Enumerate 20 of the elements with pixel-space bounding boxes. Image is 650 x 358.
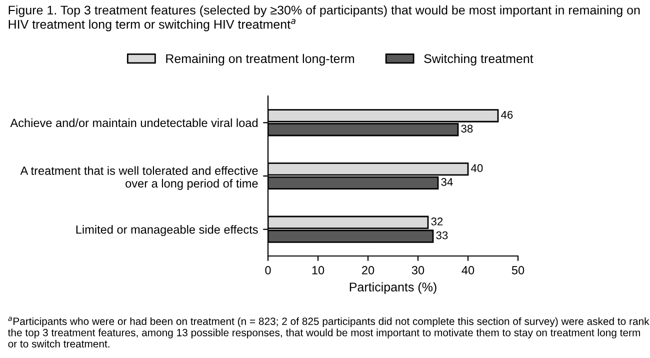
data-label: 38: [461, 124, 473, 133]
y-tick-label: A treatment that is well tolerated and effective over a long period of time: [20, 166, 258, 190]
legend-label: Switching treatment: [424, 54, 534, 66]
chart-title: Figure 1. Top 3 treatment features (selected by ≥30% of participants) that would be most important in remaining on HIV treatment long term or switching HIV treatment$^{a}$: [8, 5, 640, 32]
data-label: 40: [471, 164, 483, 172]
x-tick-label: 40: [462, 266, 474, 274]
x-tick-label: 20: [362, 266, 374, 274]
x-tick-label: 10: [312, 266, 324, 274]
data-label: 32: [431, 218, 443, 226]
y-tick-label: Limited or manageable side effects: [76, 225, 258, 236]
x-tick-label: 50: [512, 266, 524, 274]
data-label: 34: [441, 178, 453, 186]
text: $^{a}$Participants who were or had been on treatment (n = 823; 2 of 825 participants did not complete this section of survey) were asked to rank the top 3 treatment features, among 13 possible responses, that would be most important to motivate them to stay on treatment long term or to switch treatment.: [8, 316, 650, 348]
data-label: 33: [436, 231, 448, 240]
x-tick-label: 30: [412, 266, 424, 274]
x-tick-label: 0: [265, 266, 271, 274]
x-axis-title: Participants (%): [350, 282, 436, 294]
y-tick-label: Achieve and/or maintain undetectable viral load: [10, 118, 258, 128]
data-label: 46: [501, 110, 513, 119]
legend-label: Remaining on treatment long-term: [166, 54, 354, 66]
